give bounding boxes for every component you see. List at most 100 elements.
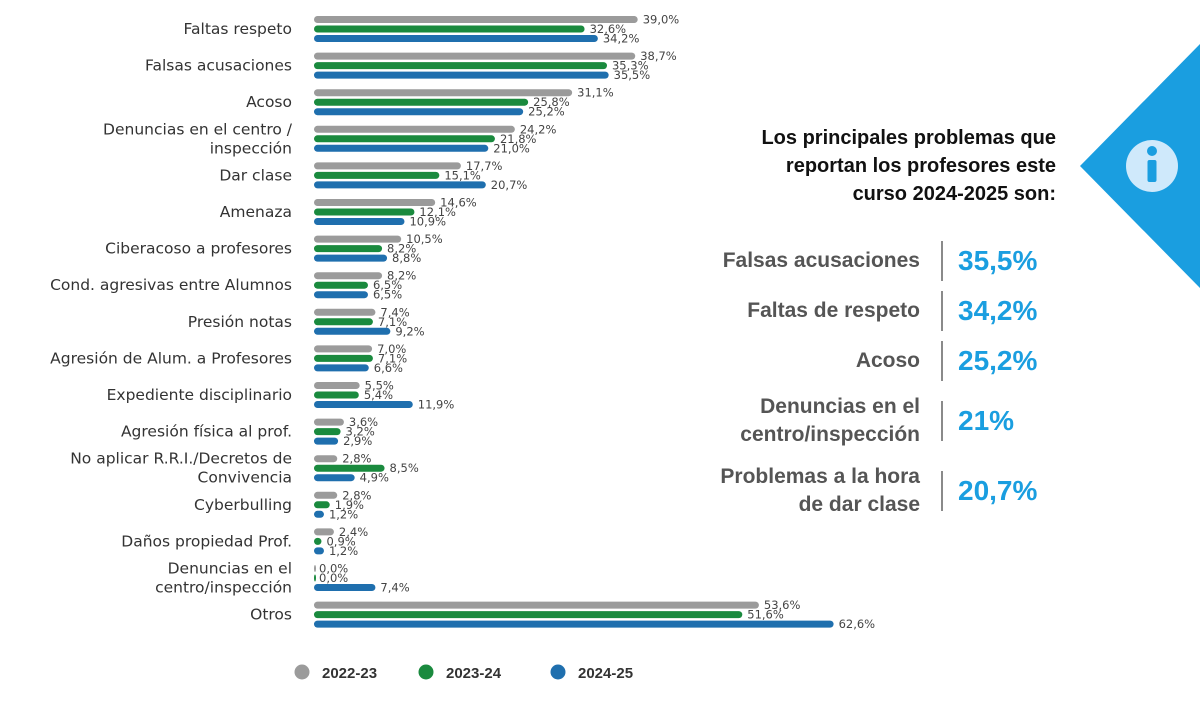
data-label: 34,2% — [603, 32, 640, 46]
data-label: 1,9% — [335, 498, 364, 512]
category-label: Acoso — [246, 93, 292, 111]
highlight-label: centro/inspección — [740, 423, 920, 446]
highlight-value: 35,5% — [958, 245, 1038, 276]
data-label: 7,0% — [377, 342, 406, 356]
legend-marker-2022-23 — [294, 664, 310, 680]
bar-2024-25 — [314, 218, 405, 225]
highlight-divider — [941, 341, 943, 381]
data-label: 51,6% — [747, 608, 784, 622]
data-label: 6,6% — [374, 361, 403, 375]
bar-2022-23 — [314, 491, 338, 499]
data-label: 20,7% — [491, 178, 528, 192]
data-label: 7,1% — [378, 315, 407, 329]
bar-2024-25 — [314, 181, 486, 189]
category-label: Ciberacoso a profesores — [105, 240, 292, 258]
bar-2023-24 — [314, 245, 383, 253]
category-label: Dar clase — [219, 166, 292, 184]
bar-2024-25 — [314, 437, 339, 445]
data-label: 1,2% — [329, 544, 358, 558]
data-label: 7,1% — [378, 351, 407, 365]
data-label: 31,1% — [577, 86, 614, 100]
legend-label: 2024-25 — [578, 665, 633, 682]
highlight-value: 34,2% — [958, 295, 1038, 326]
data-label: 35,3% — [612, 59, 649, 73]
bar-2023-24 — [314, 98, 529, 106]
data-label: 8,2% — [387, 242, 416, 256]
panel-title-line: curso 2024-2025 son: — [852, 183, 1056, 205]
bar-2023-24 — [314, 574, 316, 582]
bar-2024-25 — [314, 474, 355, 482]
highlight-value: 20,7% — [958, 475, 1038, 506]
data-label: 32,6% — [590, 22, 627, 36]
bar-2024-25 — [314, 291, 368, 299]
panel-title-line: reportan los profesores este — [785, 155, 1056, 177]
data-label: 8,5% — [390, 461, 419, 475]
data-label: 11,9% — [418, 398, 455, 412]
category-label: Presión notas — [188, 313, 292, 331]
bar-2023-24 — [314, 25, 585, 33]
legend-label: 2022-23 — [322, 665, 377, 682]
data-label: 17,7% — [466, 159, 503, 173]
bar-2023-24 — [314, 464, 385, 472]
data-label: 39,0% — [643, 13, 680, 27]
bar-2022-23 — [314, 89, 573, 97]
category-label: Convivencia — [198, 469, 292, 487]
bar-2023-24 — [314, 62, 607, 70]
data-label: 35,5% — [614, 68, 651, 82]
bar-2024-25 — [314, 401, 413, 408]
bar-2022-23 — [314, 601, 759, 609]
bar-2024-25 — [314, 35, 598, 42]
data-label: 2,9% — [343, 434, 372, 448]
data-label: 25,2% — [528, 105, 565, 119]
category-label: Amenaza — [220, 203, 292, 221]
bar-2024-25 — [314, 144, 489, 152]
panel-title: Los principales problemas que reportan l… — [676, 124, 1056, 208]
category-label: Faltas respeto — [184, 20, 292, 38]
highlight-label: Acoso — [855, 349, 920, 372]
bar-2023-24 — [314, 354, 373, 362]
category-label: Otros — [250, 606, 292, 624]
category-label: Denuncias en el — [168, 560, 292, 578]
data-label: 1,2% — [329, 507, 358, 521]
category-label: centro/inspección — [155, 579, 292, 597]
bar-2022-23 — [314, 52, 636, 60]
highlight-divider — [941, 401, 943, 441]
bar-2022-23 — [314, 345, 373, 353]
bar-2023-24 — [314, 391, 359, 399]
bar-2023-24 — [314, 537, 322, 545]
category-label: Cond. agresivas entre Alumnos — [50, 276, 292, 294]
bar-2022-23 — [314, 199, 436, 206]
data-label: 4,9% — [360, 471, 389, 485]
category-label: Expediente disciplinario — [107, 386, 292, 404]
data-label: 24,2% — [520, 122, 557, 136]
highlight-divider — [941, 291, 943, 331]
legend-label: 2023-24 — [446, 665, 502, 682]
bar-2023-24 — [314, 171, 440, 179]
bar-2022-23 — [314, 418, 344, 426]
data-label: 15,1% — [444, 168, 481, 182]
bar-2022-23 — [314, 455, 338, 463]
category-label: Denuncias en el centro / — [103, 120, 293, 138]
bar-2024-25 — [314, 584, 376, 591]
bar-2022-23 — [314, 528, 334, 536]
data-label: 6,5% — [373, 278, 402, 292]
data-label: 21,0% — [493, 141, 530, 155]
data-label: 21,8% — [500, 132, 537, 146]
data-label: 10,5% — [406, 232, 443, 246]
data-label: 25,8% — [533, 95, 570, 109]
data-label: 14,6% — [440, 196, 477, 210]
bar-2023-24 — [314, 135, 495, 143]
info-corner-shape — [1080, 44, 1200, 288]
highlight-label: de dar clase — [798, 493, 920, 516]
highlight-denuncias: Denuncias en el centro/inspección 21% — [600, 393, 1070, 451]
bar-2024-25 — [314, 71, 609, 79]
legend-marker-2024-25 — [550, 664, 566, 680]
data-label: 9,2% — [395, 324, 424, 338]
data-label: 2,4% — [339, 525, 368, 539]
bar-2022-23 — [314, 235, 402, 243]
bar-2022-23 — [314, 16, 638, 23]
highlight-falsas-acusaciones: Falsas acusaciones 35,5% — [600, 241, 1070, 281]
data-label: 7,4% — [380, 305, 409, 319]
highlight-value: 21% — [958, 405, 1015, 436]
